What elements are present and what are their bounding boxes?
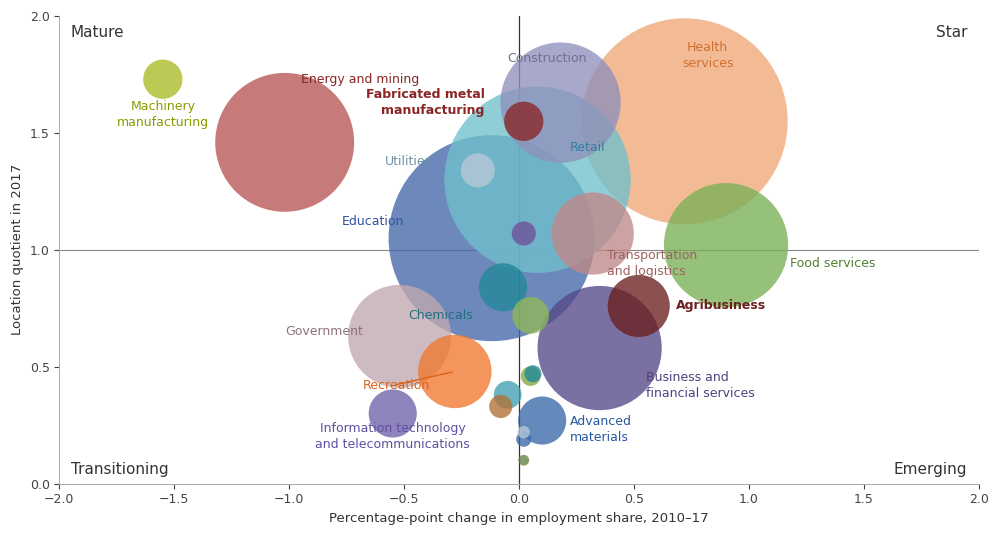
Text: Energy and mining: Energy and mining bbox=[301, 73, 419, 86]
Text: Advanced
materials: Advanced materials bbox=[570, 415, 632, 444]
Point bbox=[155, 75, 171, 84]
Point bbox=[392, 332, 408, 341]
X-axis label: Percentage-point change in employment share, 2010–17: Percentage-point change in employment sh… bbox=[329, 512, 709, 525]
Point bbox=[677, 117, 693, 125]
Text: Food services: Food services bbox=[790, 257, 876, 270]
Text: Recreation: Recreation bbox=[363, 379, 430, 392]
Text: Utilities: Utilities bbox=[385, 154, 432, 168]
Point bbox=[523, 372, 539, 381]
Point bbox=[516, 428, 532, 436]
Text: Transitioning: Transitioning bbox=[71, 461, 169, 477]
Text: Construction: Construction bbox=[507, 51, 587, 65]
Point bbox=[525, 369, 541, 378]
Point bbox=[500, 391, 516, 399]
Point bbox=[516, 456, 532, 465]
Point bbox=[493, 402, 509, 411]
Y-axis label: Location quotient in 2017: Location quotient in 2017 bbox=[11, 164, 24, 336]
Text: Health
services: Health services bbox=[682, 41, 733, 70]
Point bbox=[534, 416, 550, 425]
Point bbox=[530, 175, 546, 184]
Point bbox=[484, 234, 500, 242]
Text: Transportation
and logistics: Transportation and logistics bbox=[607, 249, 697, 278]
Text: Emerging: Emerging bbox=[894, 461, 967, 477]
Text: Machinery
manufacturing: Machinery manufacturing bbox=[117, 100, 209, 129]
Point bbox=[718, 241, 734, 249]
Point bbox=[553, 98, 569, 107]
Point bbox=[523, 311, 539, 319]
Point bbox=[585, 229, 601, 238]
Text: Education: Education bbox=[342, 215, 404, 228]
Point bbox=[277, 138, 293, 147]
Text: Chemicals: Chemicals bbox=[408, 309, 473, 322]
Text: Agribusiness: Agribusiness bbox=[675, 300, 766, 312]
Text: Retail: Retail bbox=[570, 140, 605, 153]
Point bbox=[385, 409, 401, 418]
Text: Information technology
and telecommunications: Information technology and telecommunica… bbox=[315, 422, 470, 451]
Text: Fabricated metal
manufacturing: Fabricated metal manufacturing bbox=[366, 88, 485, 117]
Point bbox=[447, 367, 463, 376]
Point bbox=[516, 435, 532, 443]
Text: Star: Star bbox=[936, 26, 967, 40]
Point bbox=[631, 302, 647, 310]
Point bbox=[495, 283, 511, 292]
Text: Business and
financial services: Business and financial services bbox=[646, 371, 754, 400]
Point bbox=[470, 166, 486, 175]
Text: Government: Government bbox=[285, 325, 363, 338]
Text: Mature: Mature bbox=[71, 26, 125, 40]
Point bbox=[516, 229, 532, 238]
Point bbox=[516, 117, 532, 125]
Point bbox=[592, 344, 608, 352]
